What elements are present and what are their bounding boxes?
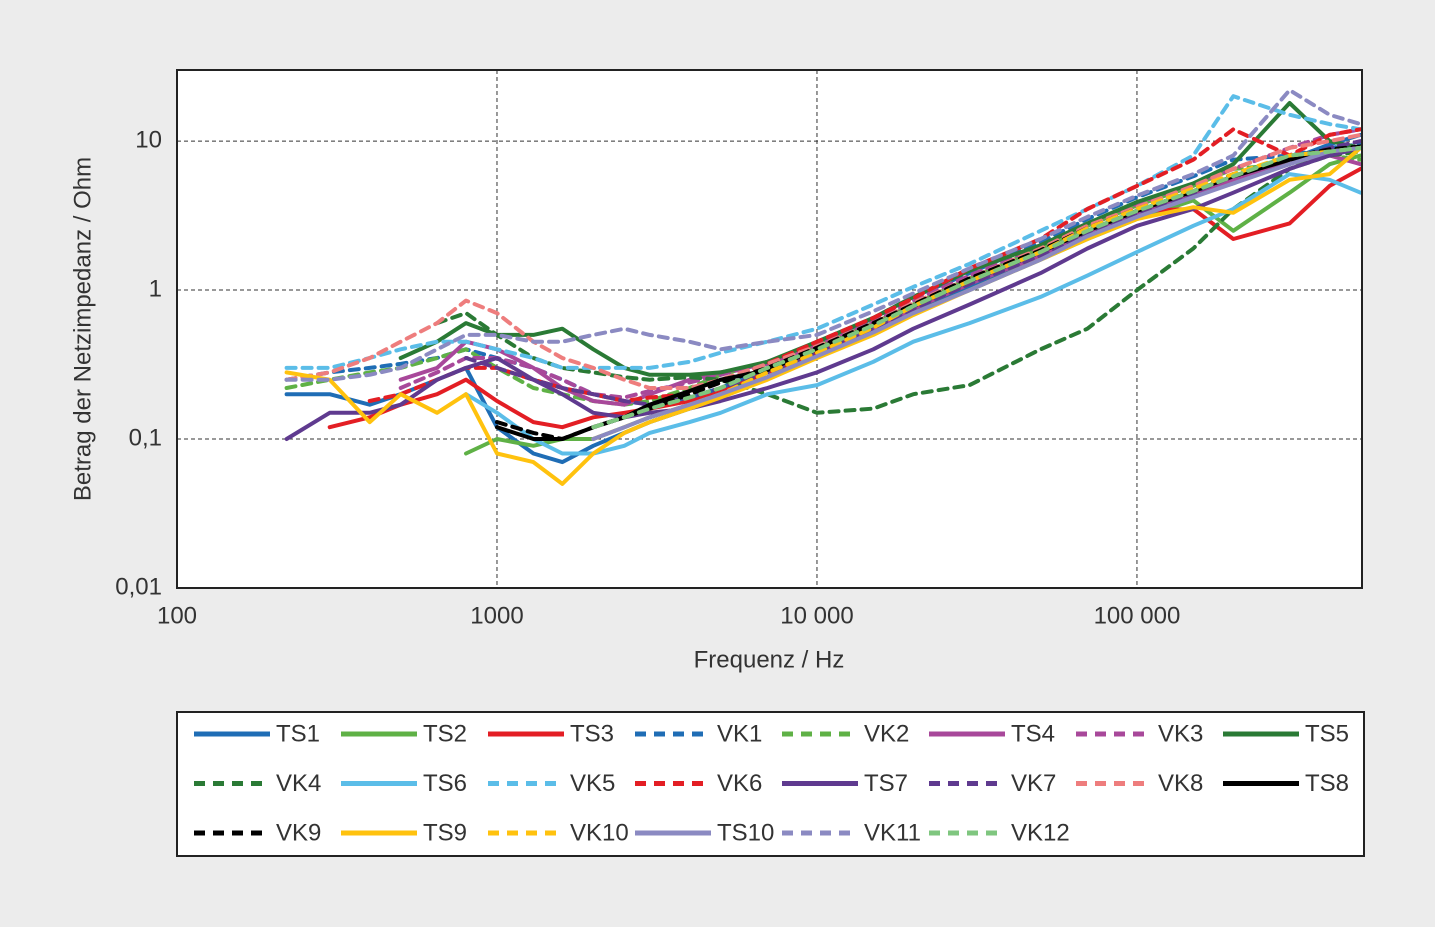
- series-line: [464, 139, 1362, 407]
- legend-label: TS3: [570, 720, 614, 747]
- x-axis-title: Frequenz / Hz: [694, 646, 845, 673]
- y-tick-label: 1: [149, 275, 162, 302]
- legend-label: VK12: [1011, 819, 1070, 846]
- legend-label: TS7: [864, 770, 908, 797]
- series-line: [284, 132, 1362, 390]
- legend-label: VK1: [717, 720, 762, 747]
- legend-label: VK6: [717, 770, 762, 797]
- y-tick-label: 10: [135, 126, 162, 153]
- y-tick-label: 0,1: [129, 424, 162, 451]
- legend-label: TS4: [1011, 720, 1055, 747]
- plot-frame: [176, 69, 1363, 589]
- series-line: [591, 145, 1362, 441]
- plot-area: [177, 70, 1362, 588]
- legend-label: VK4: [276, 770, 321, 797]
- legend-label: TS5: [1305, 720, 1349, 747]
- legend-label: VK2: [864, 720, 909, 747]
- x-tick-label: 10 000: [780, 602, 853, 629]
- series-line: [464, 172, 1362, 456]
- legend-label: VK8: [1158, 770, 1203, 797]
- legend-label: VK7: [1011, 770, 1056, 797]
- legend-label: TS10: [717, 819, 774, 846]
- x-tick-label: 100 000: [1094, 602, 1181, 629]
- series-group: [284, 88, 1362, 486]
- series-line: [284, 145, 1362, 486]
- legend-label: TS9: [423, 819, 467, 846]
- legend-label: VK11: [864, 819, 921, 846]
- series-line: [284, 145, 1362, 441]
- x-tick-label: 100: [157, 602, 197, 629]
- legend-label: TS2: [423, 720, 467, 747]
- legend-label: VK9: [276, 819, 321, 846]
- legend-label: VK3: [1158, 720, 1203, 747]
- legend-label: VK10: [570, 819, 629, 846]
- x-tick-label: 1000: [470, 602, 523, 629]
- y-axis-title: Betrag der Netzimpedanz / Ohm: [69, 157, 96, 501]
- legend-label: VK5: [570, 770, 615, 797]
- series-line: [284, 88, 1362, 382]
- legend: TS1 TS2 TS3 VK1 VK2 TS4 VK3 TS5 VK4 TS6 VK5 VK6 TS7 V…: [194, 720, 1349, 846]
- series-line: [591, 145, 1362, 430]
- grid: [177, 70, 1362, 588]
- legend-label: TS6: [423, 770, 467, 797]
- legend-label: TS8: [1305, 770, 1349, 797]
- legend-label: TS1: [276, 720, 320, 747]
- series-line: [284, 94, 1362, 370]
- y-tick-label: 0,01: [115, 573, 162, 600]
